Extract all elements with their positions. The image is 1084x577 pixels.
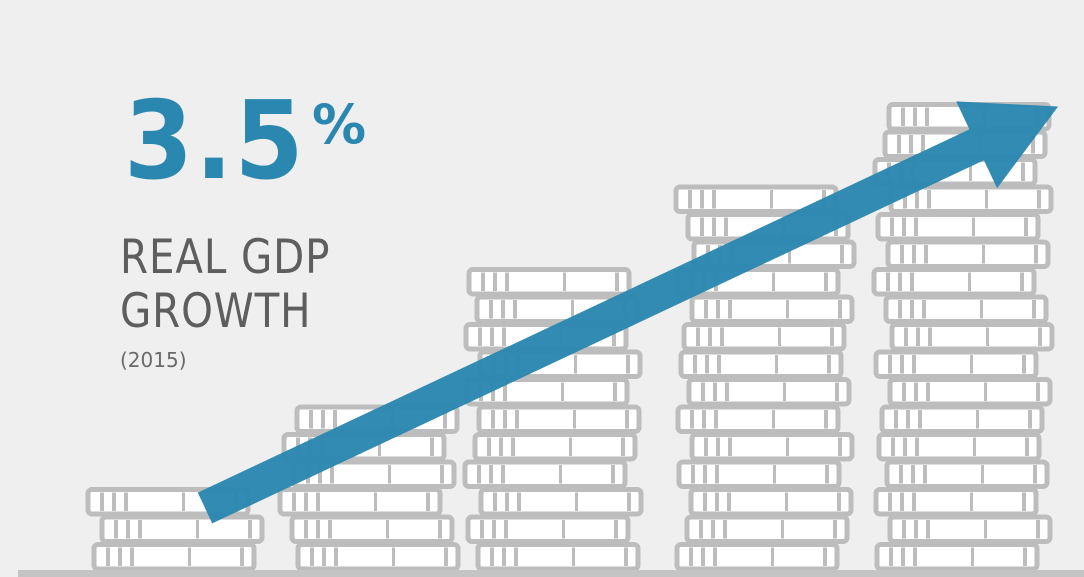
- coin: [883, 294, 1049, 324]
- coin: [466, 267, 632, 297]
- coin-stack: [871, 102, 1055, 572]
- coin: [873, 487, 1039, 517]
- baseline: [18, 570, 1084, 577]
- headline-label-line2: GROWTH: [120, 284, 312, 339]
- coin-stack: [462, 267, 644, 572]
- headline-year: (2015): [120, 348, 187, 372]
- coin: [884, 459, 1050, 489]
- coin: [874, 542, 1040, 572]
- coin: [876, 432, 1042, 462]
- coin: [674, 542, 840, 572]
- headline-label-line1: REAL GDP: [120, 230, 331, 285]
- coin: [875, 212, 1041, 242]
- coin: [478, 487, 644, 517]
- coin: [889, 322, 1055, 352]
- coin: [689, 294, 855, 324]
- coin: [885, 239, 1051, 269]
- coin: [676, 459, 842, 489]
- coin: [681, 322, 847, 352]
- coin: [688, 487, 854, 517]
- coin: [465, 514, 631, 544]
- percent-sign: %: [312, 93, 367, 156]
- coin: [472, 432, 638, 462]
- coin: [476, 404, 642, 434]
- coin: [475, 542, 641, 572]
- coin: [462, 459, 628, 489]
- coin: [289, 514, 455, 544]
- coin: [888, 184, 1054, 214]
- coin: [689, 432, 855, 462]
- coin: [686, 377, 852, 407]
- coin: [879, 404, 1045, 434]
- coin: [295, 542, 461, 572]
- coin: [99, 514, 265, 544]
- coin: [873, 349, 1039, 379]
- growth-percentage: 3.5: [124, 79, 306, 204]
- growth-arrow-icon: [197, 101, 1059, 524]
- coin: [684, 514, 850, 544]
- coin: [91, 542, 257, 572]
- coin: [277, 487, 443, 517]
- coin: [887, 514, 1053, 544]
- coin: [675, 404, 841, 434]
- coin: [887, 377, 1053, 407]
- coin: [871, 267, 1037, 297]
- coin: [678, 349, 844, 379]
- headline-figure: 3.5 %: [124, 79, 366, 204]
